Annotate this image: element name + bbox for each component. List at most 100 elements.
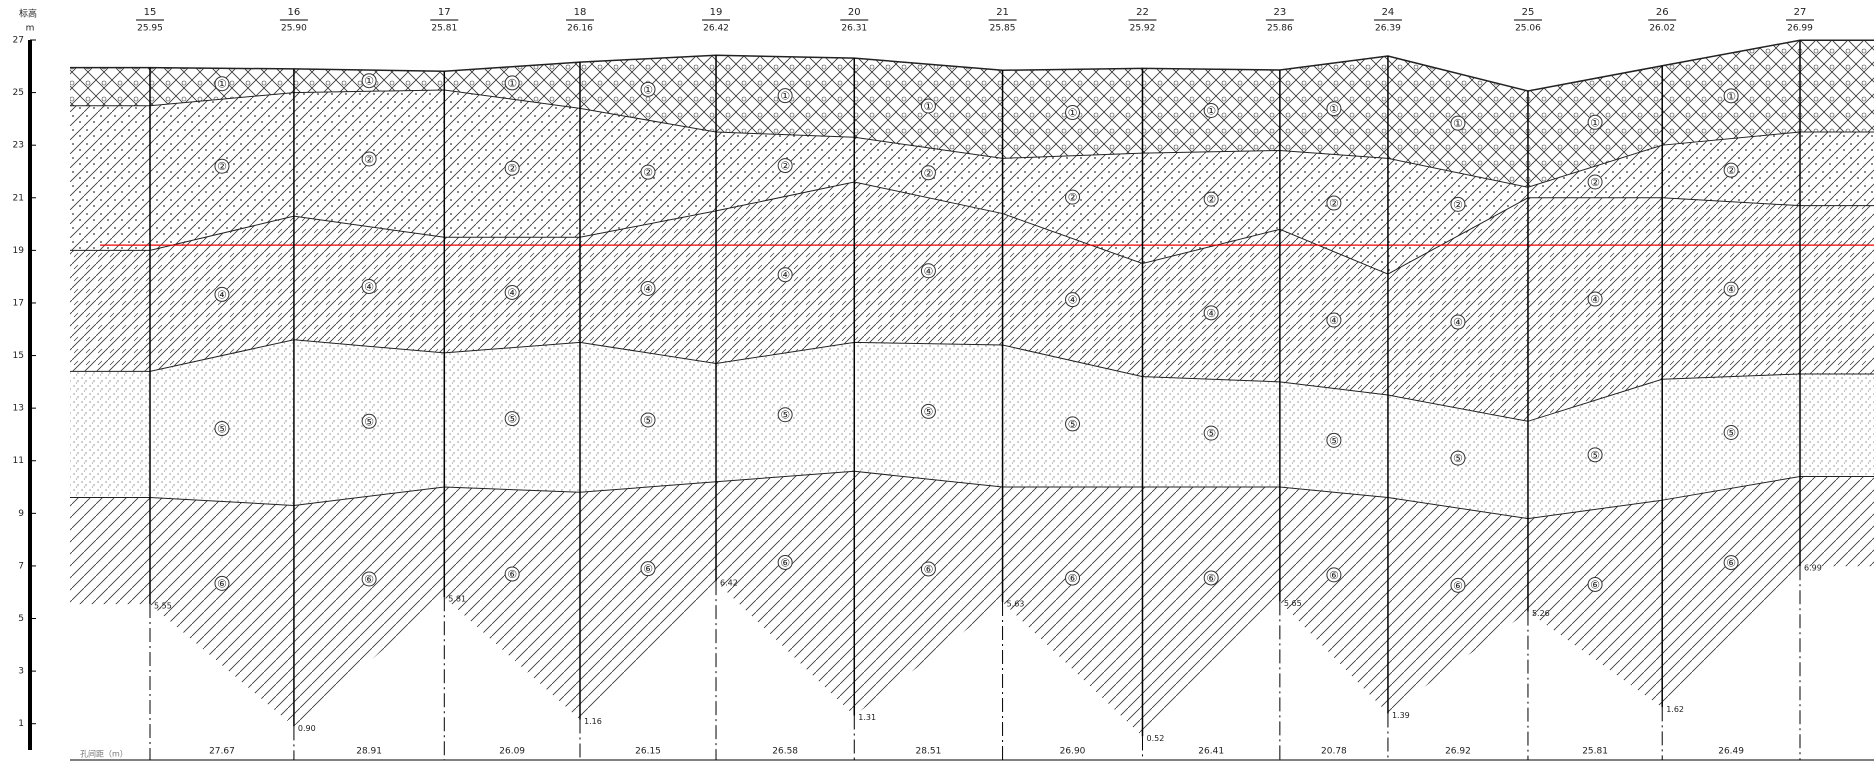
y-tick-label: 15 (13, 351, 24, 361)
y-tick-label: 21 (13, 193, 24, 203)
y-tick-label: 17 (13, 298, 24, 308)
distance-label: 28.51 (916, 747, 942, 757)
bottom-label: 0.52 (1146, 734, 1164, 743)
layer-label: ⑤ (643, 414, 653, 427)
layer-label: ⑥ (780, 556, 790, 569)
borehole-id: 15 (144, 7, 157, 18)
distance-label: 20.78 (1321, 747, 1347, 757)
layer-label: ① (1329, 103, 1339, 116)
distance-label: 26.90 (1060, 747, 1086, 757)
y-tick-label: 1 (18, 719, 24, 729)
layer-label: ⑤ (217, 423, 227, 436)
layer-label: ② (1329, 197, 1339, 210)
y-tick-label: 7 (18, 561, 24, 571)
elevation-label: 25.86 (1267, 24, 1293, 34)
layer-label: ④ (643, 283, 653, 296)
layer-label: ⑤ (1453, 452, 1463, 465)
elevation-label: 26.16 (567, 24, 593, 34)
y-axis (28, 40, 32, 750)
layer-label: ④ (1206, 307, 1216, 320)
borehole-id: 25 (1522, 7, 1535, 18)
layer-label: ② (507, 162, 517, 175)
layer-label: ② (364, 153, 374, 166)
elevation-label: 25.95 (137, 24, 163, 34)
layer-label: ④ (217, 288, 227, 301)
layer-label: ④ (780, 269, 790, 282)
borehole-id: 26 (1656, 7, 1669, 18)
layer-label: ⑤ (1206, 427, 1216, 440)
layer-label: ② (1068, 191, 1078, 204)
y-tick-label: 5 (18, 614, 24, 624)
borehole-id: 22 (1136, 7, 1149, 18)
layer-label: ⑤ (1726, 426, 1736, 439)
distance-label: 26.09 (499, 747, 525, 757)
layer-label: ② (643, 166, 653, 179)
y-tick-label: 25 (13, 88, 24, 98)
elevation-label: 26.99 (1787, 24, 1813, 34)
layer-label: ⑥ (1329, 569, 1339, 582)
layer-label: ⑥ (923, 563, 933, 576)
layer-label: ⑥ (507, 568, 517, 581)
y-label: 标高 (19, 8, 37, 20)
distance-label: 25.81 (1582, 747, 1608, 757)
borehole-id: 20 (848, 7, 861, 18)
layer-label: ① (643, 83, 653, 96)
layer-label: ④ (923, 265, 933, 278)
bottom-label: 5.65 (1284, 599, 1302, 608)
layer-label: ⑤ (1590, 449, 1600, 462)
stratum (70, 471, 1874, 736)
bottom-label: 6.99 (1804, 564, 1822, 573)
layer-label: ① (217, 78, 227, 91)
bottom-label: 5.63 (1007, 599, 1025, 608)
distance-label: 27.67 (209, 747, 235, 757)
borehole-id: 16 (288, 7, 301, 18)
layer-label: ① (1068, 107, 1078, 120)
layer-label: ⑥ (1726, 557, 1736, 570)
layer-label: ④ (1726, 283, 1736, 296)
section-chart: 标高 m 孔间距（m） 27252321191715131197531①①①①①… (0, 0, 1874, 774)
layer-label: ④ (1068, 294, 1078, 307)
layer-label: ⑥ (1206, 572, 1216, 585)
layer-label: ② (1590, 176, 1600, 189)
y-tick-label: 19 (13, 246, 25, 256)
layer-label: ② (1453, 198, 1463, 211)
elevation-label: 25.92 (1130, 24, 1156, 34)
layer-label: ⑥ (643, 563, 653, 576)
distance-label: 28.91 (356, 747, 382, 757)
bottom-label: 6.42 (720, 579, 738, 588)
bottom-label: 1.39 (1392, 711, 1410, 720)
y-unit: m (26, 24, 35, 34)
borehole-id: 18 (574, 7, 587, 18)
layer-label: ① (923, 100, 933, 113)
y-tick-label: 11 (13, 456, 24, 466)
bottom-label: 0.90 (298, 724, 316, 733)
layer-label: ⑥ (1068, 572, 1078, 585)
elevation-label: 25.06 (1515, 24, 1541, 34)
elevation-label: 25.85 (990, 24, 1016, 34)
y-tick-label: 3 (18, 667, 24, 677)
layer-label: ② (1726, 164, 1736, 177)
borehole-id: 27 (1794, 7, 1807, 18)
layer-label: ⑤ (1329, 434, 1339, 447)
bottom-label: 1.31 (858, 713, 876, 722)
layer-label: ① (1590, 116, 1600, 129)
y-tick-label: 27 (13, 36, 24, 46)
layer-label: ⑤ (780, 409, 790, 422)
borehole-id: 23 (1273, 7, 1286, 18)
layer-label: ① (1726, 90, 1736, 103)
borehole-id: 19 (710, 7, 723, 18)
bottom-label: 5.26 (1532, 609, 1550, 618)
elevation-label: 26.39 (1375, 24, 1401, 34)
distance-label: 26.92 (1445, 747, 1471, 757)
borehole-id: 24 (1382, 7, 1395, 18)
layer-label: ② (923, 167, 933, 180)
distance-label: 26.58 (772, 747, 798, 757)
distance-label: 26.15 (635, 747, 661, 757)
layer-label: ⑤ (1068, 418, 1078, 431)
layer-label: ④ (364, 281, 374, 294)
layer-label: ⑥ (1453, 579, 1463, 592)
layer-label: ⑥ (217, 577, 227, 590)
y-tick-label: 23 (13, 141, 24, 151)
bottom-label: 1.62 (1666, 705, 1684, 714)
layer-label: ① (1453, 117, 1463, 130)
